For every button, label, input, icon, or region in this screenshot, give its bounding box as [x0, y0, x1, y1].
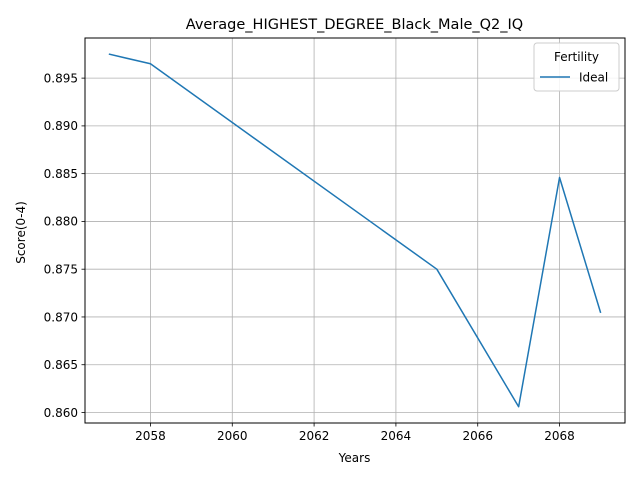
y-tick-label: 0.870 — [44, 310, 78, 324]
y-tick-label: 0.895 — [44, 71, 78, 85]
chart-title: Average_HIGHEST_DEGREE_Black_Male_Q2_IQ — [186, 17, 523, 33]
y-tick-label: 0.865 — [44, 358, 78, 372]
x-tick-label: 2066 — [462, 429, 493, 443]
y-tick-label: 0.880 — [44, 215, 78, 229]
x-tick-label: 2068 — [544, 429, 575, 443]
y-tick-label: 0.890 — [44, 119, 78, 133]
x-tick-label: 2060 — [217, 429, 248, 443]
legend-title: Fertility — [554, 50, 599, 64]
legend: Fertility Ideal — [534, 43, 619, 91]
y-axis-label: Score(0-4) — [14, 201, 28, 264]
y-tick-label: 0.860 — [44, 406, 78, 420]
x-tick-label: 2062 — [299, 429, 330, 443]
y-tick-label: 0.875 — [44, 262, 78, 276]
legend-label-ideal: Ideal — [579, 71, 608, 85]
x-tick-label: 2058 — [135, 429, 166, 443]
x-axis-label: Years — [338, 451, 371, 465]
x-tick-label: 2064 — [381, 429, 412, 443]
y-tick-label: 0.885 — [44, 167, 78, 181]
